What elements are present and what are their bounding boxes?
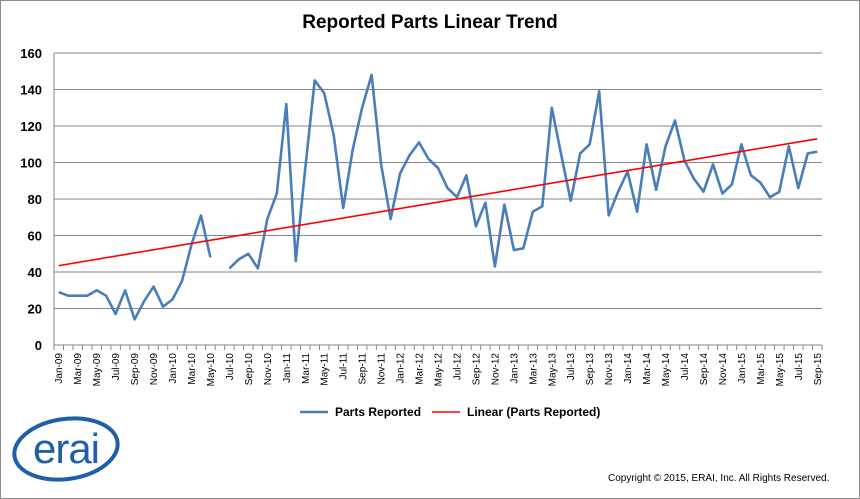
y-tick-label: 140	[20, 83, 42, 98]
x-tick-label: Jan-12	[396, 353, 407, 384]
x-tick-label: Jul-10	[225, 353, 236, 381]
x-tick-label: May-10	[206, 353, 217, 387]
x-tick-label: Sep-13	[585, 353, 596, 386]
x-tick-label: Sep-12	[471, 353, 482, 386]
legend-label: Linear (Parts Reported)	[467, 405, 600, 419]
x-tick-label: Sep-14	[699, 353, 710, 386]
legend: Parts Reported Linear (Parts Reported)	[300, 405, 600, 419]
chart-title: Reported Parts Linear Trend	[302, 12, 558, 33]
x-axis: Jan-09 Mar-09 May-09 Jul-09 Sep-09 Nov-09 Jan-…	[53, 345, 824, 387]
x-tick-label: Mar-14	[642, 353, 653, 385]
x-tick-label: Jul-15	[794, 353, 805, 381]
y-tick-label: 60	[28, 229, 42, 244]
x-tick-label: Mar-15	[756, 353, 767, 385]
x-tick-label: Sep-09	[130, 353, 141, 386]
x-tick-label: Sep-11	[358, 353, 369, 385]
x-tick-label: Jan-15	[737, 353, 748, 384]
y-tick-label: 160	[20, 46, 42, 61]
x-tick-label: Nov-14	[718, 353, 729, 386]
x-tick-label: Jul-12	[452, 353, 463, 381]
erai-logo: erai	[12, 416, 120, 482]
svg-text:erai: erai	[33, 425, 99, 472]
x-tick-label: Jan-13	[509, 353, 520, 384]
y-tick-label: 80	[28, 192, 42, 207]
x-tick-label: Mar-10	[187, 353, 198, 385]
y-tick-label: 100	[20, 156, 42, 171]
y-tick-label: 20	[28, 302, 42, 317]
x-tick-label: Sep-10	[244, 353, 255, 386]
x-tick-label: May-14	[661, 353, 672, 387]
gridlines	[53, 52, 822, 346]
x-tick-label: Mar-13	[528, 353, 539, 385]
legend-label: Parts Reported	[335, 405, 421, 419]
x-tick-label: Sep-15	[813, 353, 824, 386]
x-tick-label: Mar-11	[301, 353, 312, 384]
y-tick-label: 40	[28, 265, 42, 280]
x-tick-label: Mar-12	[415, 353, 426, 385]
x-tick-label: May-13	[547, 353, 558, 387]
x-tick-label: Jan-11	[282, 353, 293, 383]
x-tick-label: May-11	[320, 353, 331, 386]
x-tick-label: Nov-10	[263, 353, 274, 386]
series-group	[58, 73, 818, 321]
x-tick-label: Jul-13	[566, 353, 577, 381]
x-tick-label: Mar-09	[73, 353, 84, 385]
x-tick-label: May-15	[775, 353, 786, 387]
x-tick-label: Nov-13	[604, 353, 615, 386]
trendline	[58, 137, 818, 267]
x-tick-label: Jul-11	[339, 353, 350, 380]
x-tick-label: Jan-10	[168, 353, 179, 384]
x-tick-label: Nov-11	[377, 353, 388, 385]
x-tick-label: Jan-09	[54, 353, 65, 384]
x-tick-label: Nov-09	[149, 353, 160, 386]
x-tick-label: Jan-14	[623, 353, 634, 384]
x-tick-label: Nov-12	[490, 353, 501, 386]
x-tick-label: May-12	[434, 353, 445, 387]
series-line-parts-reported	[58, 73, 818, 321]
x-tick-label: Jul-14	[680, 353, 691, 381]
y-tick-label: 120	[20, 119, 42, 134]
x-tick-label: May-09	[92, 353, 103, 387]
x-tick-label: Jul-09	[111, 353, 122, 381]
y-axis-ticks: 0 20 40 60 80 100 120 140 160	[20, 46, 42, 353]
copyright-text: Copyright © 2015, ERAI, Inc. All Rights …	[608, 473, 830, 484]
y-tick-label: 0	[35, 338, 42, 353]
